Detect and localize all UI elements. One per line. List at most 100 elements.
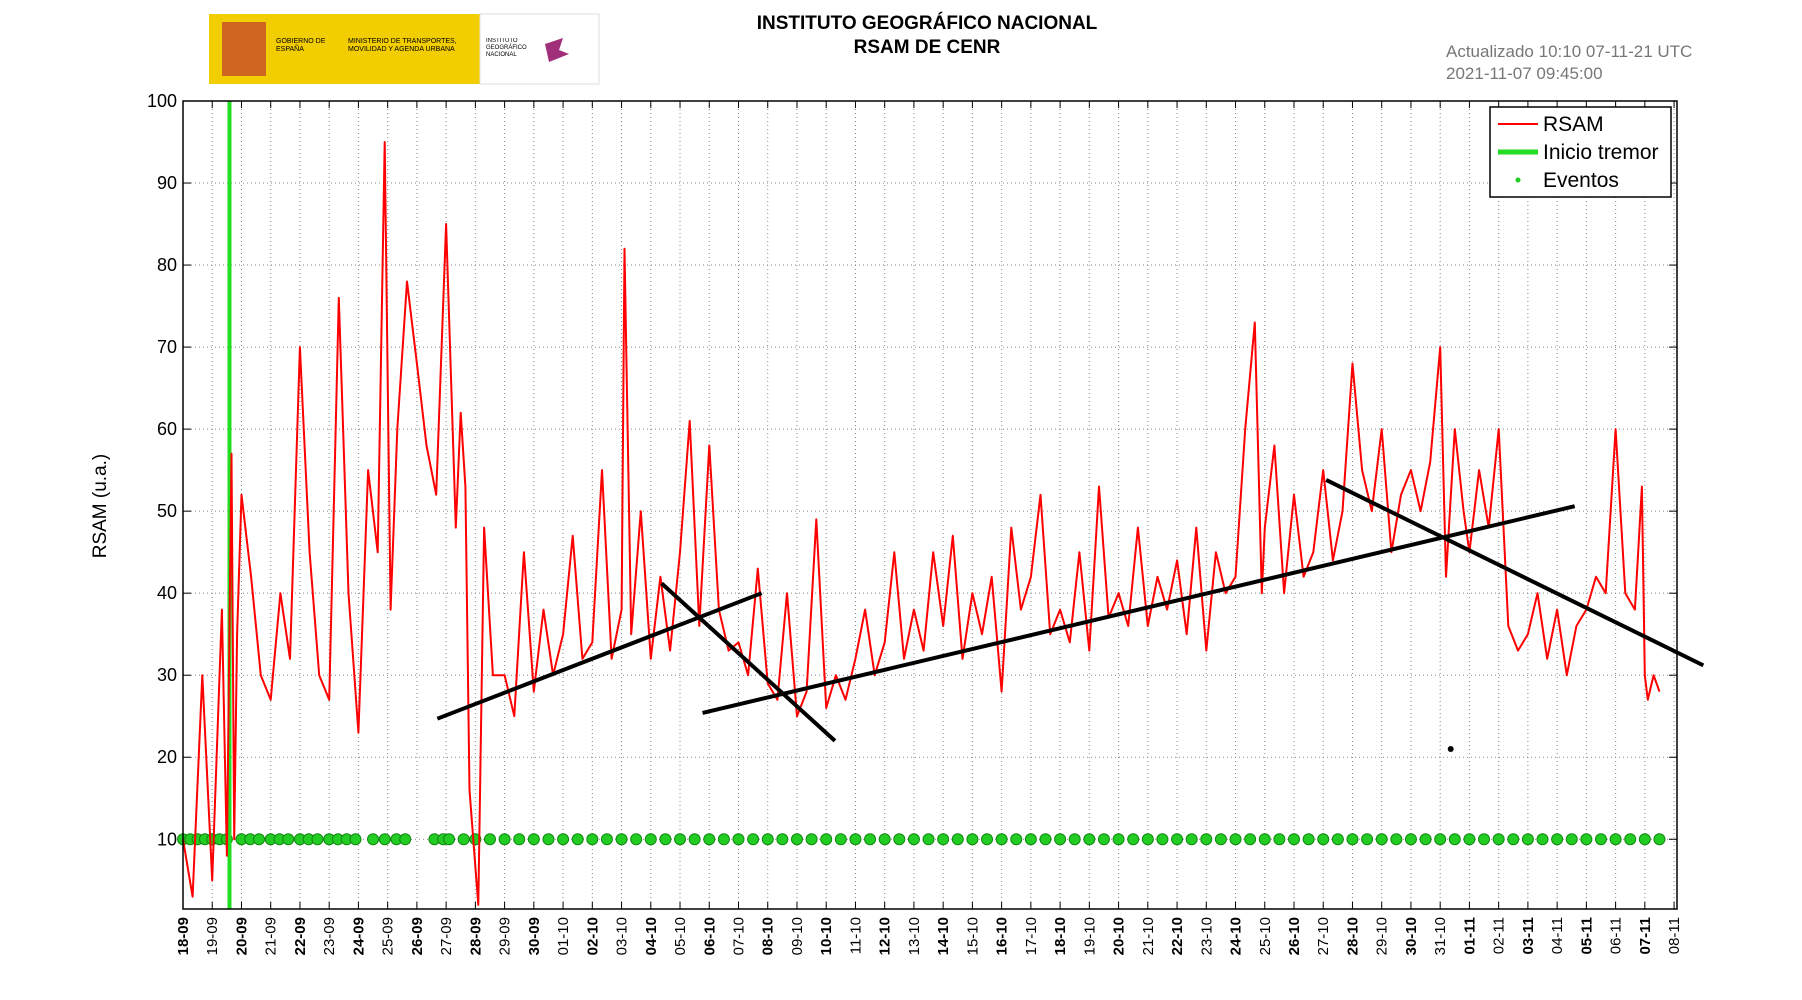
x-tick-label: 08-10 <box>760 917 777 955</box>
x-tick-label: 30-09 <box>526 917 543 955</box>
x-tick-label: 22-09 <box>292 917 309 955</box>
x-tick-label: 01-11 <box>1461 917 1478 955</box>
y-tick-label: 90 <box>157 173 177 193</box>
x-tick-label: 07-11 <box>1637 917 1654 955</box>
event-dot <box>1653 833 1666 846</box>
event-dot <box>659 833 672 846</box>
x-tick-label: 18-10 <box>1052 917 1069 955</box>
plot-frame <box>182 100 1678 910</box>
event-dot <box>1346 833 1359 846</box>
marker-dot <box>1447 746 1454 753</box>
event-dot <box>674 833 687 846</box>
event-dot <box>1638 833 1651 846</box>
event-dot <box>747 833 760 846</box>
event-dot <box>1054 833 1067 846</box>
event-dot <box>1419 833 1432 846</box>
legend-swatch <box>1515 177 1521 183</box>
x-tick-label: 27-09 <box>438 917 455 955</box>
event-dot <box>1273 833 1286 846</box>
event-dot <box>1375 833 1388 846</box>
x-tick-label: 03-10 <box>614 917 631 955</box>
x-tick-label: 05-10 <box>672 917 689 955</box>
event-dot <box>1521 833 1534 846</box>
x-tick-label: 09-10 <box>789 917 806 955</box>
event-dot <box>1317 833 1330 846</box>
event-dot <box>443 833 456 846</box>
event-dot <box>1478 833 1491 846</box>
event-dot <box>849 833 862 846</box>
trend-line <box>660 581 837 743</box>
x-tick-label: 13-10 <box>906 917 923 955</box>
event-dot <box>457 833 470 846</box>
x-tick-label: 31-10 <box>1432 917 1449 955</box>
event-dot <box>937 833 950 846</box>
event-dot <box>688 833 701 846</box>
x-tick-label: 20-10 <box>1111 917 1128 955</box>
event-dot <box>1492 833 1505 846</box>
chart-subtitle: RSAM DE CENR <box>854 37 1001 58</box>
event-dot <box>966 833 979 846</box>
event-dot <box>732 833 745 846</box>
rsam-line <box>182 141 1661 906</box>
x-tick-label: 17-10 <box>1023 917 1040 955</box>
plot-background <box>183 101 1677 909</box>
event-dot <box>1390 833 1403 846</box>
x-tick-label: 08-11 <box>1666 917 1683 954</box>
legend-label: Eventos <box>1543 169 1619 192</box>
event-dot <box>1404 833 1417 846</box>
x-tick-label: 04-11 <box>1549 917 1566 954</box>
event-dot <box>1156 833 1169 846</box>
x-tick-label: 20-09 <box>233 917 250 955</box>
x-tick-label: 24-09 <box>350 917 367 955</box>
event-dot <box>893 833 906 846</box>
event-dot <box>907 833 920 846</box>
event-dot <box>1214 833 1227 846</box>
event-dot <box>557 833 570 846</box>
x-tick-label: 24-10 <box>1228 917 1245 955</box>
ministry-label: MINISTERIO DE TRANSPORTES, MOVILIDAD Y A… <box>348 38 457 53</box>
event-dot <box>951 833 964 846</box>
timestamp-note: 2021-11-07 09:45:00 <box>1446 64 1603 83</box>
event-dot <box>790 833 803 846</box>
event-dot <box>1448 833 1461 846</box>
event-dot <box>1127 833 1140 846</box>
event-dot <box>615 833 628 846</box>
event-dot <box>483 833 496 846</box>
event-dot <box>1580 833 1593 846</box>
event-dot <box>1024 833 1037 846</box>
event-dot <box>349 833 362 846</box>
x-tick-label: 05-11 <box>1578 917 1595 955</box>
institute-text: INSTITUTO GEOGRÁFICO NACIONAL <box>486 38 527 58</box>
x-tick-label: 29-09 <box>497 917 514 955</box>
x-tick-label: 23-10 <box>1198 917 1215 955</box>
trend-line <box>702 504 1576 715</box>
x-tick-label: 26-09 <box>409 917 426 955</box>
event-dot <box>253 833 266 846</box>
event-dot <box>311 833 324 846</box>
x-tick-label: 15-10 <box>964 917 981 955</box>
y-tick-label: 100 <box>147 91 177 111</box>
event-dot <box>571 833 584 846</box>
x-tick-label: 07-10 <box>730 917 747 955</box>
gov-label: GOBIERNO DE ESPAÑA <box>276 38 326 53</box>
event-dot <box>630 833 643 846</box>
y-tick-label: 20 <box>157 747 177 767</box>
event-dot <box>644 833 657 846</box>
event-dot <box>717 833 730 846</box>
x-tick-label: 11-10 <box>847 917 864 954</box>
event-dot <box>1141 833 1154 846</box>
x-tick-label: 02-11 <box>1491 917 1508 954</box>
x-tick-label: 12-10 <box>877 917 894 955</box>
event-dot <box>1097 833 1110 846</box>
event-dot <box>1010 833 1023 846</box>
event-dot <box>1434 833 1447 846</box>
event-dot <box>1463 833 1476 846</box>
x-tick-label: 10-10 <box>818 917 835 955</box>
y-tick-label: 70 <box>157 337 177 357</box>
event-dot <box>399 833 412 846</box>
event-dot <box>1039 833 1052 846</box>
y-tick-label: 40 <box>157 583 177 603</box>
event-dot <box>1258 833 1271 846</box>
event-dot <box>1229 833 1242 846</box>
